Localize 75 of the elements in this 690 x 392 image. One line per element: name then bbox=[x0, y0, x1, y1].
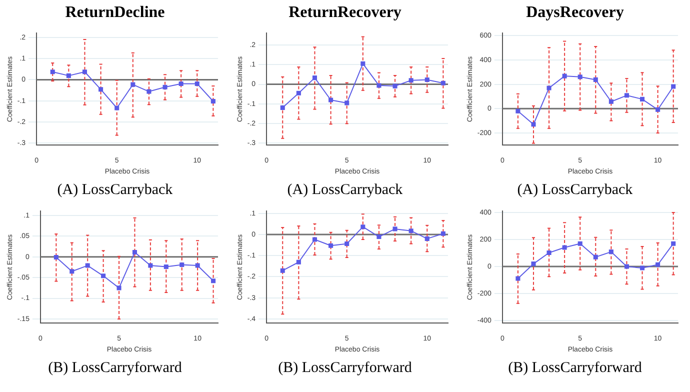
point bbox=[178, 81, 184, 86]
point bbox=[671, 84, 676, 89]
point bbox=[114, 106, 120, 110]
point bbox=[656, 262, 660, 267]
point bbox=[531, 262, 536, 266]
point bbox=[101, 274, 106, 278]
point bbox=[130, 82, 136, 87]
point bbox=[578, 74, 582, 80]
chart-title: DaysRecovery bbox=[526, 3, 624, 23]
point bbox=[640, 96, 645, 102]
point bbox=[440, 231, 446, 236]
point bbox=[562, 74, 567, 78]
point bbox=[376, 83, 382, 88]
point bbox=[162, 84, 168, 90]
point bbox=[164, 264, 168, 270]
point bbox=[593, 77, 598, 82]
point bbox=[312, 76, 318, 80]
point bbox=[146, 89, 152, 94]
point bbox=[376, 234, 382, 240]
point bbox=[656, 107, 660, 112]
point bbox=[180, 262, 184, 267]
text: (A) LossCarryback bbox=[517, 181, 633, 200]
point bbox=[98, 87, 104, 92]
point bbox=[210, 98, 216, 104]
point bbox=[531, 122, 536, 127]
point bbox=[578, 241, 582, 246]
text: (A) LossCarryback bbox=[57, 181, 173, 200]
chart-title: ReturnDecline bbox=[65, 3, 165, 23]
point bbox=[211, 278, 216, 284]
point bbox=[344, 241, 350, 246]
point bbox=[392, 226, 398, 232]
point bbox=[132, 250, 137, 255]
point bbox=[280, 268, 285, 273]
point bbox=[408, 78, 414, 83]
point bbox=[424, 236, 430, 241]
text: (A) LossCarryback bbox=[287, 181, 403, 200]
point bbox=[195, 263, 200, 268]
point bbox=[640, 266, 645, 270]
point bbox=[608, 250, 614, 254]
point bbox=[593, 254, 598, 260]
point bbox=[546, 86, 552, 90]
point bbox=[328, 243, 334, 248]
point bbox=[671, 241, 676, 246]
point bbox=[148, 263, 153, 268]
text: (B) LossCarryforward bbox=[48, 359, 182, 378]
point bbox=[280, 105, 285, 110]
text: (B) LossCarryforward bbox=[278, 359, 412, 378]
point bbox=[312, 237, 318, 242]
point bbox=[85, 263, 90, 268]
point bbox=[344, 100, 350, 106]
point bbox=[360, 61, 366, 66]
point bbox=[408, 228, 414, 234]
point bbox=[50, 70, 55, 74]
point bbox=[608, 99, 614, 104]
point bbox=[424, 78, 430, 82]
point bbox=[54, 254, 58, 260]
point bbox=[624, 264, 629, 269]
point bbox=[562, 245, 567, 250]
point bbox=[296, 90, 301, 96]
point bbox=[546, 250, 552, 256]
point bbox=[392, 84, 398, 88]
text: (B) LossCarryforward bbox=[508, 359, 642, 378]
point bbox=[516, 276, 520, 281]
point bbox=[82, 70, 88, 74]
point bbox=[70, 269, 74, 274]
point bbox=[296, 260, 301, 264]
point bbox=[194, 81, 200, 86]
point bbox=[440, 80, 446, 86]
point bbox=[624, 93, 629, 98]
chart-title: ReturnRecovery bbox=[288, 3, 402, 23]
point bbox=[516, 108, 520, 114]
point bbox=[66, 73, 71, 78]
point bbox=[116, 286, 122, 290]
point bbox=[360, 224, 366, 230]
point bbox=[328, 98, 334, 102]
